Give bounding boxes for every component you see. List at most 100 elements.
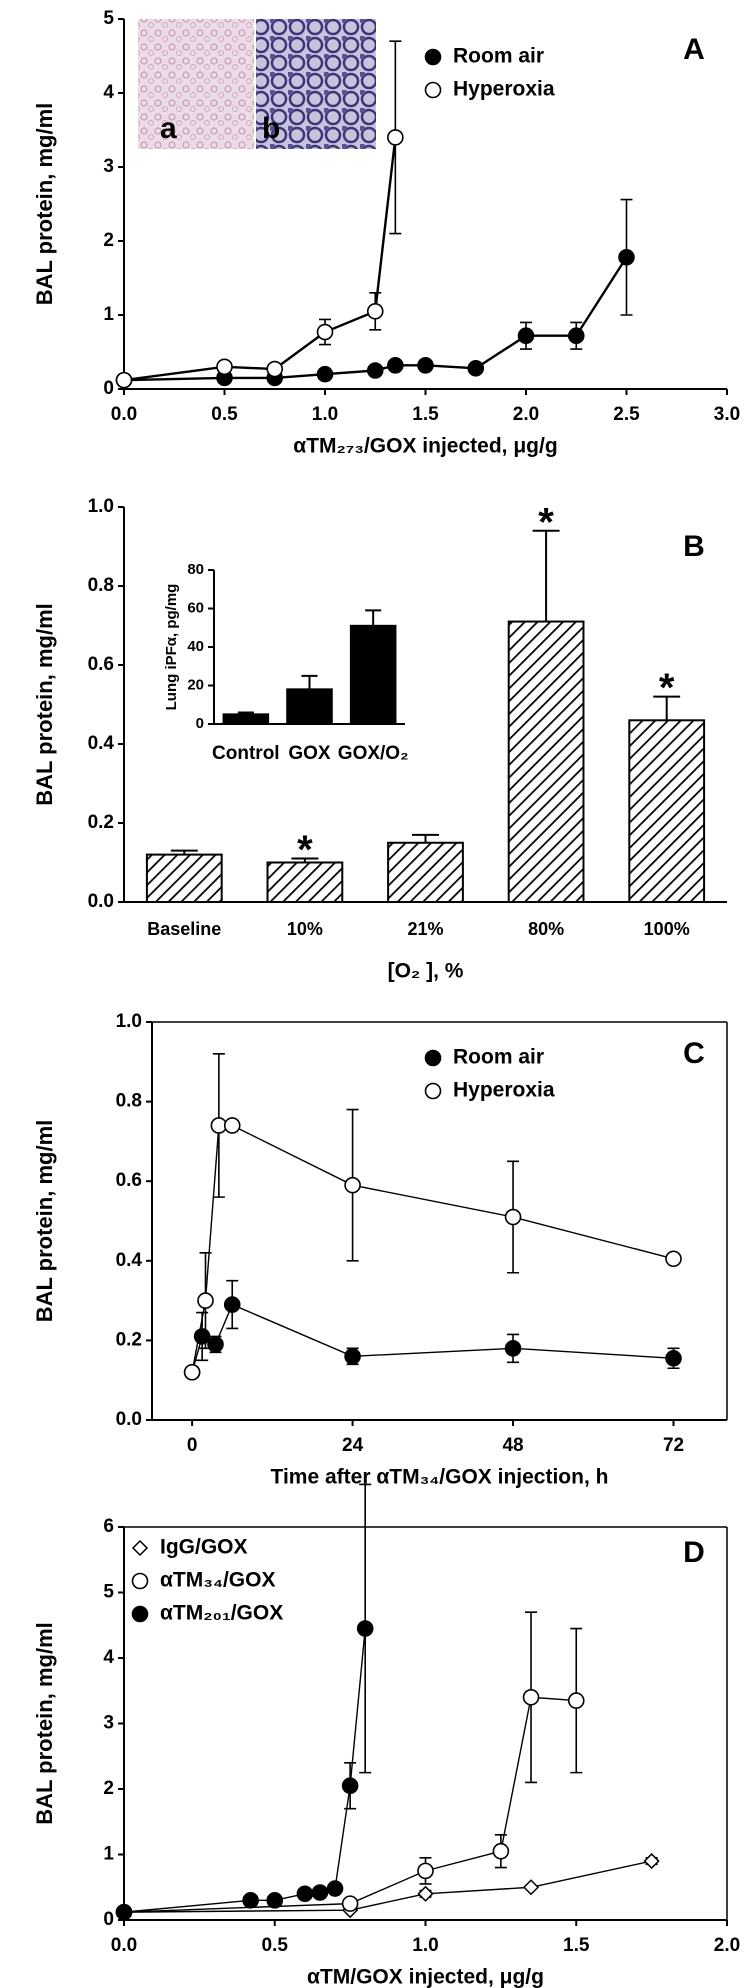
x-tick-label: 10% — [287, 919, 323, 939]
marker — [522, 1689, 540, 1706]
marker — [643, 1852, 660, 1870]
marker — [344, 1176, 361, 1194]
x-tick-label: 0.5 — [211, 404, 238, 425]
x-tick-label: 2.0 — [714, 1935, 740, 1956]
bar — [349, 624, 397, 726]
x-tick-label: 24 — [342, 1435, 364, 1456]
y-tick-label: 0.8 — [88, 575, 114, 596]
panel-letter: C — [683, 1037, 705, 1070]
marker — [115, 1903, 133, 1921]
panel-letter: D — [683, 1536, 705, 1569]
y-tick-label: 0 — [103, 378, 114, 399]
marker — [517, 327, 535, 345]
y-tick-label: 4 — [103, 82, 114, 103]
panel-letter: A — [683, 33, 705, 66]
x-tick-label: Control — [212, 743, 280, 764]
legend-label: αTM₃₄/GOX — [160, 1569, 275, 1592]
legend-label: αTM₂₀₁/GOX — [160, 1602, 283, 1625]
legend-marker — [424, 48, 442, 66]
series-line — [123, 1628, 366, 1913]
x-tick-label: 80% — [528, 919, 564, 939]
y-tick-label: 80 — [187, 561, 204, 578]
marker — [567, 1692, 585, 1709]
marker — [341, 1777, 359, 1795]
bar — [266, 861, 344, 903]
y-tick-label: 0.0 — [88, 891, 114, 912]
micrograph-a — [138, 19, 254, 149]
bar — [222, 713, 270, 725]
x-tick-label: 21% — [407, 919, 443, 939]
marker — [387, 129, 404, 146]
y-tick-label: 1.0 — [88, 496, 114, 517]
marker — [492, 1842, 510, 1860]
x-axis-label: αTM/GOX injected, μg/g — [307, 1966, 544, 1988]
x-tick-label: 72 — [663, 1435, 684, 1456]
marker — [207, 1336, 224, 1353]
x-tick-label: 3.0 — [714, 404, 740, 425]
y-tick-label: 0.6 — [116, 1170, 142, 1191]
legend-marker — [424, 81, 442, 99]
marker — [115, 371, 133, 389]
x-tick-label: 1.5 — [412, 404, 439, 425]
x-axis-label: αTM₂₇₃/GOX injected, μg/g — [293, 435, 557, 458]
marker — [296, 1885, 314, 1903]
legend-label: Hyperoxia — [453, 78, 555, 101]
marker — [504, 1340, 522, 1357]
y-tick-label: 1 — [103, 1844, 114, 1865]
x-tick-label: 2.5 — [613, 404, 640, 425]
bar — [145, 853, 223, 903]
y-tick-label: 1 — [103, 304, 114, 325]
marker — [197, 1292, 214, 1309]
y-tick-label: 40 — [187, 638, 204, 655]
significance-mark: * — [659, 666, 675, 710]
marker — [341, 1895, 359, 1912]
y-tick-label: 0 — [196, 715, 204, 732]
marker — [266, 1892, 284, 1909]
x-tick-label: Baseline — [147, 919, 221, 939]
error-bar — [170, 849, 198, 855]
y-tick-label: 5 — [103, 8, 114, 29]
y-tick-label: 60 — [187, 599, 204, 616]
series-line — [123, 137, 397, 382]
error-bar — [291, 857, 319, 863]
x-tick-label: 0 — [187, 1435, 198, 1456]
legend-marker — [424, 1049, 442, 1067]
marker — [467, 359, 485, 377]
error-bar — [237, 711, 254, 715]
legend-marker — [424, 1082, 442, 1100]
legend-marker — [131, 1572, 149, 1590]
marker — [522, 1879, 540, 1896]
y-axis-label: BAL protein, mg/ml — [32, 103, 57, 306]
marker — [316, 323, 334, 341]
marker — [356, 1620, 374, 1637]
error-bar — [653, 695, 681, 721]
marker — [266, 360, 284, 378]
marker — [504, 1208, 522, 1226]
y-tick-label: 3 — [103, 156, 114, 177]
y-axis-label: BAL protein, mg/ml — [32, 1120, 57, 1323]
legend-marker — [131, 1539, 149, 1557]
panel-letter: B — [683, 530, 705, 563]
marker — [417, 1885, 434, 1902]
image-label: a — [160, 112, 177, 145]
bar — [628, 719, 706, 903]
x-tick-label: 100% — [644, 919, 690, 939]
y-tick-label: 0.0 — [116, 1409, 142, 1430]
marker — [618, 248, 635, 266]
marker — [366, 302, 384, 320]
marker — [183, 1363, 201, 1381]
x-tick-label: 0.0 — [111, 1935, 137, 1956]
legend-label: IgG/GOX — [160, 1536, 248, 1559]
y-tick-label: 0.4 — [88, 733, 115, 754]
marker — [387, 357, 404, 374]
bar — [507, 620, 585, 903]
marker — [567, 327, 585, 345]
x-tick-label: 1.5 — [563, 1935, 590, 1956]
marker — [417, 357, 434, 374]
bar — [387, 841, 464, 903]
series-line — [191, 1124, 674, 1373]
image-label: b — [262, 112, 280, 145]
marker — [216, 358, 233, 376]
marker — [311, 1884, 329, 1901]
